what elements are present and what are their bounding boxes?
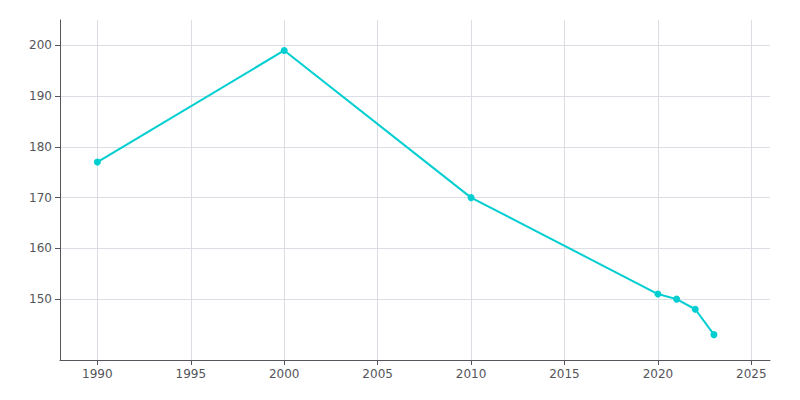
svg-text:200: 200 [29, 38, 52, 52]
svg-text:2020: 2020 [643, 367, 674, 381]
svg-text:2005: 2005 [362, 367, 393, 381]
svg-text:2015: 2015 [549, 367, 580, 381]
svg-text:170: 170 [29, 191, 52, 205]
svg-text:1990: 1990 [82, 367, 113, 381]
svg-text:2000: 2000 [269, 367, 300, 381]
svg-text:2010: 2010 [456, 367, 487, 381]
svg-text:160: 160 [29, 241, 52, 255]
svg-text:1995: 1995 [176, 367, 207, 381]
svg-text:150: 150 [29, 292, 52, 306]
svg-text:2025: 2025 [736, 367, 767, 381]
svg-text:190: 190 [29, 89, 52, 103]
svg-text:180: 180 [29, 140, 52, 154]
